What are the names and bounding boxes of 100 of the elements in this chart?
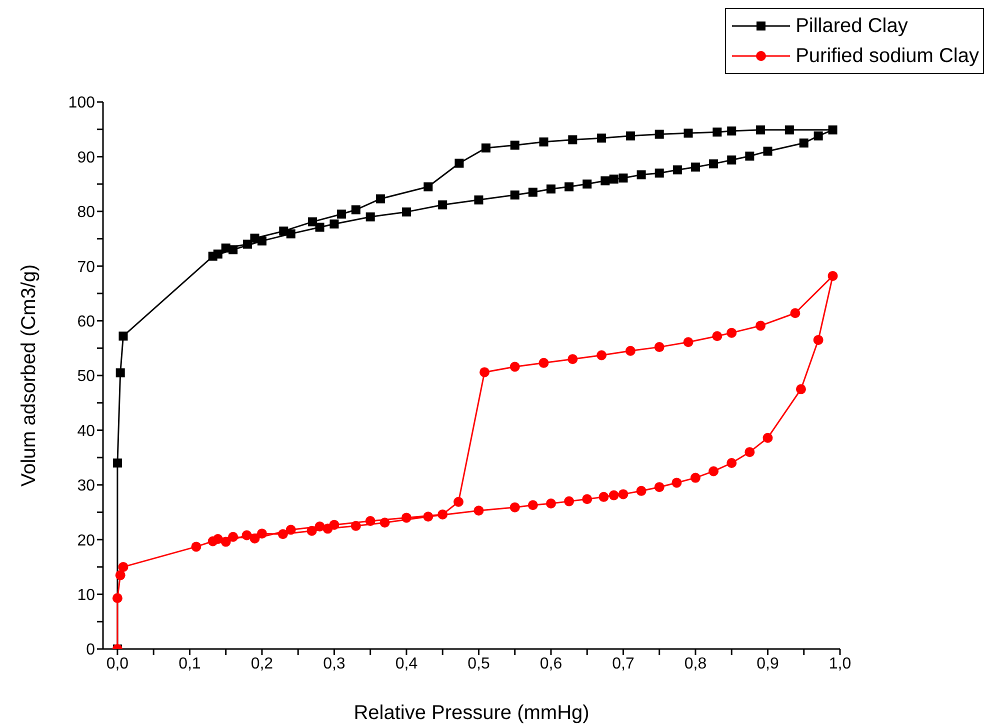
point (796, 384, 806, 394)
point (597, 134, 606, 143)
point (278, 529, 288, 540)
point (784, 125, 794, 134)
point (596, 350, 607, 360)
point (510, 502, 520, 512)
point (329, 520, 340, 530)
point (828, 270, 838, 281)
legend-label: Pillared Clay (796, 14, 908, 38)
y-tick-label: 50 (77, 368, 96, 386)
point (423, 512, 434, 522)
point (380, 518, 390, 528)
point (654, 482, 664, 492)
point (454, 158, 464, 168)
point (726, 328, 737, 338)
point (118, 332, 128, 341)
y-tick-label: 100 (68, 94, 96, 112)
point (564, 496, 574, 506)
point (116, 368, 125, 378)
point (401, 512, 412, 523)
point (709, 159, 718, 168)
point (636, 170, 646, 180)
point (336, 210, 346, 219)
point (112, 458, 122, 468)
point (828, 125, 838, 134)
point (250, 234, 260, 243)
point (510, 190, 520, 200)
legend-label: Purified sodium Clay (796, 44, 979, 68)
point (314, 521, 325, 532)
x-tick-label: 0,8 (684, 655, 707, 672)
point (474, 506, 484, 516)
point (250, 534, 260, 544)
point (256, 528, 267, 539)
point (609, 174, 618, 184)
point (625, 346, 636, 356)
point (708, 466, 719, 476)
point (683, 337, 694, 348)
point (600, 176, 610, 186)
y-tick-label: 40 (77, 422, 96, 440)
point (112, 593, 122, 604)
point (672, 478, 682, 488)
point (376, 194, 385, 204)
point (712, 128, 722, 137)
point (727, 126, 736, 136)
point (538, 358, 549, 368)
point (365, 516, 376, 526)
point (438, 509, 448, 520)
point (438, 200, 448, 210)
point (481, 143, 490, 152)
point (306, 526, 317, 536)
point (350, 520, 361, 531)
point (690, 472, 700, 483)
point (756, 320, 766, 331)
point (712, 331, 722, 342)
point (690, 162, 700, 172)
point (654, 168, 664, 178)
point (727, 155, 736, 164)
x-tick-label: 0,7 (612, 655, 634, 672)
x-tick-label: 0,5 (468, 655, 490, 672)
point (221, 244, 230, 253)
point (528, 500, 538, 510)
point (228, 532, 238, 542)
point (308, 217, 318, 226)
point (813, 334, 824, 345)
point (626, 131, 635, 140)
y-tick-label: 90 (77, 149, 96, 166)
point (118, 562, 128, 572)
point (528, 188, 538, 197)
x-tick-label: 0,2 (250, 655, 274, 672)
point (654, 342, 664, 352)
point (286, 524, 296, 535)
point (684, 128, 693, 138)
x-tick-label: 0,3 (323, 655, 346, 672)
point (608, 490, 619, 500)
point (279, 226, 288, 236)
point (243, 240, 252, 249)
point (726, 458, 737, 468)
point (568, 354, 578, 364)
point (424, 182, 433, 192)
point (564, 182, 574, 192)
point (745, 152, 754, 161)
point (191, 542, 202, 552)
y-tick-label: 0 (86, 642, 96, 659)
point (212, 534, 223, 544)
point (546, 498, 556, 508)
point (213, 250, 222, 259)
point (330, 219, 339, 228)
x-axis-title: Relative Pressure (mmHg) (354, 702, 590, 724)
y-tick-label: 70 (77, 258, 96, 276)
point (242, 530, 252, 540)
point (799, 138, 808, 148)
point (618, 174, 628, 183)
x-tick-label: 0,6 (540, 655, 562, 672)
point (672, 165, 682, 174)
y-axis-title: Volum adsorbed (Cm3/g) (18, 264, 40, 487)
point (744, 447, 755, 458)
y-tick-label: 30 (77, 478, 96, 495)
y-tick-label: 80 (77, 204, 96, 222)
x-tick-label: 0,1 (178, 655, 201, 672)
point (790, 308, 800, 318)
